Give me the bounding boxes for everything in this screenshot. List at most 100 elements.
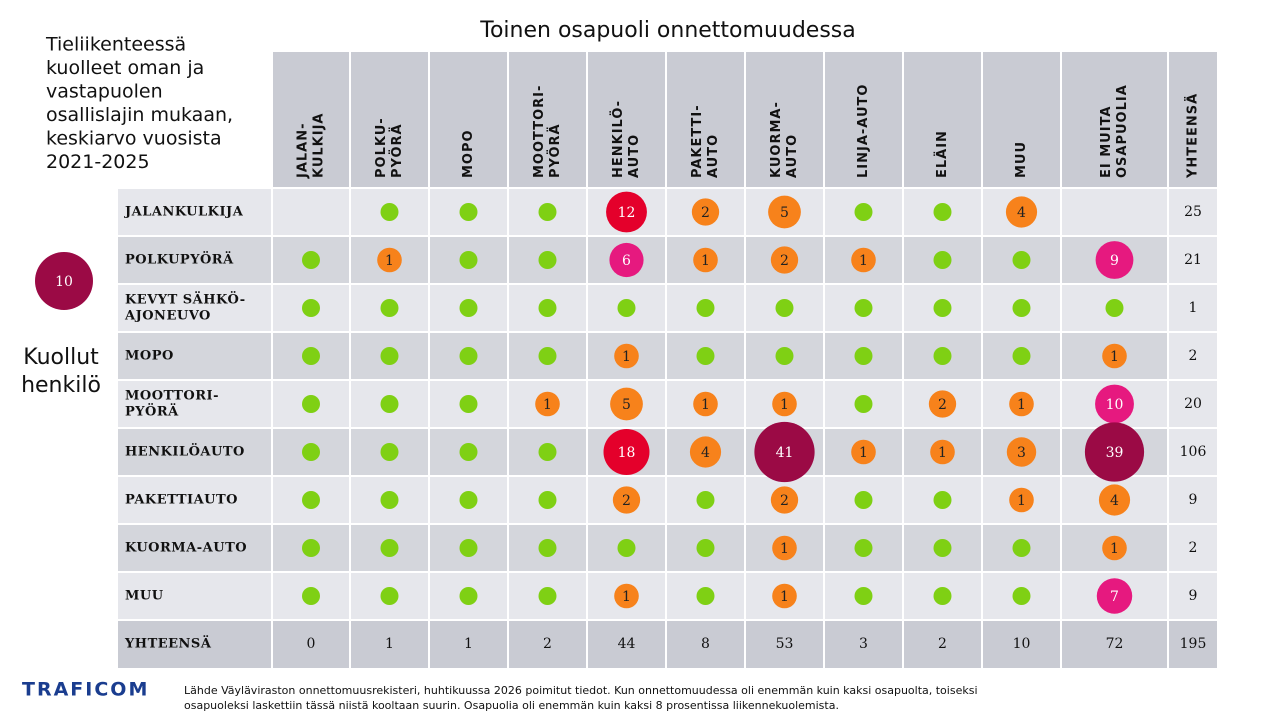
row-label: MOOTTORI-: [125, 389, 219, 404]
bubble: [617, 539, 636, 557]
column-header: MOOTTORI-: [532, 85, 547, 178]
column-header: EI MUITA: [1099, 106, 1114, 179]
bubble: [854, 587, 873, 605]
bubble: [696, 491, 715, 509]
bubble: [538, 491, 557, 509]
bubble: [1096, 578, 1133, 614]
bubble: [1102, 343, 1127, 369]
row-bg: [118, 620, 1218, 668]
column-header: AUTO: [785, 134, 800, 178]
row-label: MUU: [125, 589, 164, 604]
legend-label: henkilö: [21, 373, 101, 398]
bubble: [612, 486, 641, 514]
bubble: [535, 391, 560, 417]
bubble: [770, 486, 799, 514]
bubble: [933, 539, 952, 557]
heading: Toinen osapuoli onnettomuudessa: [479, 18, 856, 43]
total-bg: [1168, 236, 1218, 284]
bubble: [775, 347, 794, 365]
bubble: [691, 198, 720, 226]
total-bg: [1168, 476, 1218, 524]
row-label: AJONEUVO: [124, 309, 211, 324]
bubble-label: 2: [622, 493, 631, 509]
bubble-label: 3: [1017, 445, 1026, 461]
bubble: [302, 299, 320, 317]
row-label: HENKILÖAUTO: [125, 443, 245, 460]
source: Lähde Väyläviraston onnettomuusrekisteri…: [184, 684, 978, 697]
bubble-label: 5: [780, 205, 789, 221]
bubble-label: 12: [618, 205, 636, 221]
cell-value: 3: [859, 636, 868, 652]
bubble-label: 1: [1110, 349, 1119, 365]
bubble: [459, 395, 478, 413]
bubble-label: 18: [618, 445, 636, 461]
bubble: [302, 587, 320, 605]
bubble: [933, 587, 952, 605]
source: osapuoleksi laskettiin tässä niistä kool…: [184, 699, 839, 712]
legend-bubble: [35, 252, 93, 310]
cell-value: 8: [701, 636, 710, 652]
bubble: [1006, 437, 1037, 467]
total-bg: [1168, 620, 1218, 668]
bubble: [459, 539, 478, 557]
column-header: ELÄIN: [934, 130, 950, 178]
cell-value: 0: [307, 636, 316, 652]
bubble: [302, 491, 320, 509]
bubble: [380, 299, 399, 317]
bubble: [538, 587, 557, 605]
row-total: 1: [1189, 300, 1198, 316]
bubble: [603, 428, 650, 476]
bubble-label: 2: [780, 493, 789, 509]
bubble: [689, 436, 722, 468]
bubble: [538, 539, 557, 557]
total-bg: [1168, 428, 1218, 476]
title: Tieliikenteessä: [45, 34, 186, 56]
bubble: [768, 195, 801, 229]
row-label: KEVYT SÄHKÖ-: [125, 291, 246, 308]
bubble: [538, 203, 557, 221]
bubble: [380, 539, 399, 557]
cell-value: 10: [1013, 636, 1031, 652]
row-label: MOPO: [125, 349, 174, 364]
bubble-label: 2: [780, 253, 789, 269]
bubble: [851, 439, 876, 465]
bubble-label: 1: [780, 589, 789, 605]
row-total: 2: [1189, 540, 1198, 556]
cell-value: 1: [385, 636, 394, 652]
column-header: AUTO: [627, 134, 642, 178]
logo: TRAFICOM: [22, 679, 149, 701]
bubble-label: 1: [543, 397, 552, 413]
row-bg: [118, 572, 1218, 620]
bubble: [380, 203, 399, 221]
row-label: PYÖRÄ: [125, 403, 179, 420]
bubble: [1084, 422, 1145, 482]
bubble: [459, 587, 478, 605]
bubble: [772, 583, 797, 609]
bubble: [377, 247, 402, 273]
column-header: AUTO: [706, 134, 721, 178]
row-total: 21: [1184, 252, 1202, 268]
bubble-label: 1: [1110, 541, 1119, 557]
cell-value: 1: [464, 636, 473, 652]
cell-value: 44: [618, 636, 636, 652]
total-bg: [1168, 188, 1218, 236]
bubble-label: 1: [859, 253, 868, 269]
bubble: [693, 247, 718, 273]
bubble: [854, 395, 873, 413]
bubble: [459, 299, 478, 317]
bubble-label: 1: [385, 253, 394, 269]
column-header: PYÖRÄ: [389, 123, 405, 178]
bubble: [459, 347, 478, 365]
bubble: [772, 391, 797, 417]
bubble: [933, 491, 952, 509]
bubble: [1098, 484, 1131, 516]
bubble-label: 4: [1017, 205, 1026, 221]
row-bg: [118, 284, 1218, 332]
bubble-label: 9: [1110, 253, 1119, 269]
bubble: [1105, 299, 1124, 317]
bubble: [696, 347, 715, 365]
bubble: [1095, 241, 1134, 279]
